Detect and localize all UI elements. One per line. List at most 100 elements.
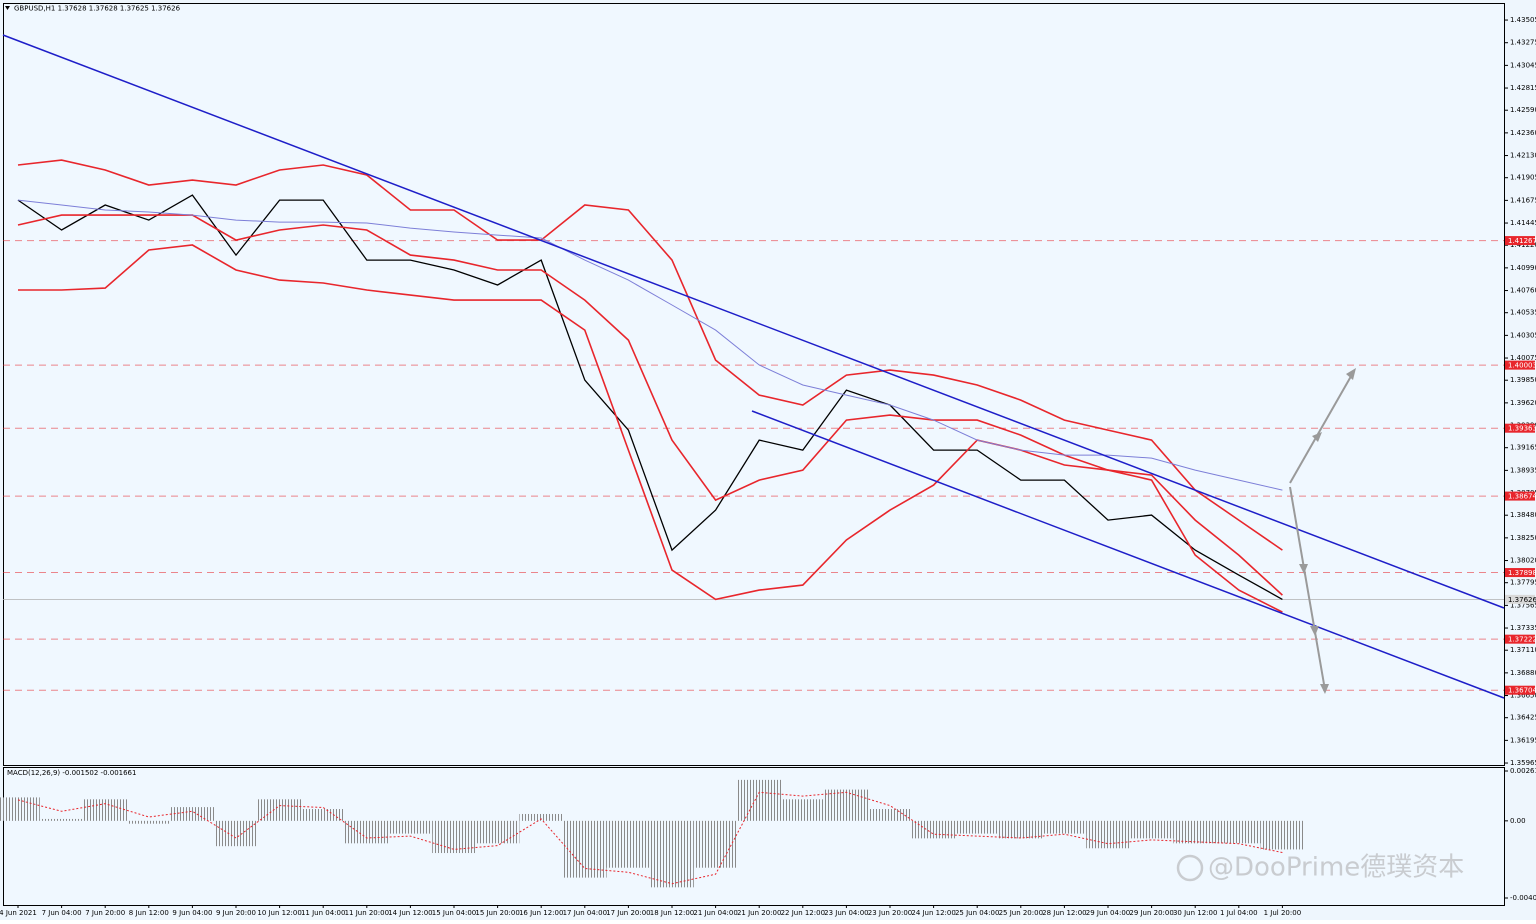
y-tick-label: 1.37565	[1510, 601, 1536, 609]
x-tick-label: 25 Jun 20:00	[999, 909, 1043, 917]
macd-bar	[257, 799, 302, 821]
arrowhead	[1299, 564, 1308, 574]
macd-bar	[606, 820, 651, 868]
macd-bar	[0, 797, 40, 821]
level-label: 1.38674	[1508, 493, 1536, 501]
y-tick-label: 1.40305	[1510, 331, 1536, 339]
indicator-line	[17, 159, 1283, 551]
level-label: 1.41267	[1508, 237, 1536, 245]
level-label-box	[1505, 360, 1535, 370]
x-tick-label: 17 Jun 20:00	[606, 909, 650, 917]
arrowhead	[1346, 368, 1356, 380]
y-tick-label: 1.38480	[1510, 511, 1536, 519]
y-tick-label: 1.43505	[1510, 16, 1536, 24]
macd-bar	[1086, 820, 1130, 849]
macd-bar	[737, 779, 781, 821]
level-label-box	[1505, 423, 1535, 433]
y-tick-label: 1.42360	[1510, 129, 1536, 137]
x-tick-label: 8 Jun 12:00	[129, 909, 169, 917]
x-tick-label: 22 Jun 12:00	[781, 909, 825, 917]
x-tick-label: 30 Jun 12:00	[1173, 909, 1217, 917]
current-price-box	[1505, 594, 1535, 604]
x-tick-label: 28 Jun 12:00	[1042, 909, 1086, 917]
level-label-box	[1505, 685, 1535, 695]
y-tick-label: 1.40075	[1510, 354, 1536, 362]
x-tick-label: 29 Jun 20:00	[1129, 909, 1173, 917]
macd-bar	[388, 820, 433, 834]
trendlines	[2, 34, 1505, 699]
macd-bar	[214, 820, 258, 847]
y-tick-label: 1.38020	[1510, 557, 1536, 565]
macd-bar	[650, 820, 694, 888]
macd-bar	[1217, 820, 1261, 844]
menu-icon[interactable]	[5, 6, 10, 10]
macd-bar	[345, 820, 389, 844]
channel-upper	[2, 34, 1505, 609]
y-tick-label: 1.41675	[1510, 196, 1536, 204]
x-tick-label: 11 Jun 20:00	[345, 909, 389, 917]
x-tick-label: 16 Jun 12:00	[519, 909, 563, 917]
y-tick-label: 1.36425	[1510, 714, 1536, 722]
x-tick-label: 23 Jun 04:00	[824, 909, 868, 917]
y-tick-label: 1.39165	[1510, 444, 1536, 452]
x-tick-label: 15 Jun 20:00	[475, 909, 519, 917]
level-label-box	[1505, 568, 1535, 578]
y-tick-label: 1.36650	[1510, 692, 1536, 700]
y-tick-label: 1.40535	[1510, 309, 1536, 317]
macd-bar	[475, 820, 520, 844]
x-tick-label: 17 Jun 04:00	[563, 909, 607, 917]
x-tick-label: 25 Jun 04:00	[955, 909, 999, 917]
x-tick-label: 9 Jun 04:00	[172, 909, 212, 917]
y-tick-label: 1.39850	[1510, 376, 1536, 384]
x-tick-label: 7 Jun 04:00	[42, 909, 82, 917]
level-label: 1.37222	[1508, 636, 1536, 644]
macd-bar	[39, 818, 84, 821]
x-tick-label: 23 Jun 20:00	[868, 909, 912, 917]
level-label-box	[1505, 236, 1535, 246]
arrowhead	[1312, 432, 1322, 442]
level-label: 1.40003	[1508, 362, 1536, 370]
macd-bar	[1042, 820, 1087, 834]
x-tick-label: 24 Jun 12:00	[911, 909, 955, 917]
symbol-header: GBPUSD,H1 1.37628 1.37628 1.37625 1.3762…	[14, 5, 181, 13]
y-tick-label: 1.42590	[1510, 106, 1536, 114]
y-tick-label: 1.41220	[1510, 241, 1536, 249]
x-tick-label: 1 Jul 04:00	[1220, 909, 1258, 917]
macd-bar	[955, 820, 999, 834]
macd-bar	[1129, 820, 1174, 839]
y-tick-label: 1.38250	[1510, 534, 1536, 542]
y-tick-label: 1.41445	[1510, 219, 1536, 227]
x-tick-label: 21 Jun 20:00	[737, 909, 781, 917]
watermark: @DooPrime德璞资本	[1208, 853, 1464, 883]
x-tick-label: 1 Jul 20:00	[1264, 909, 1302, 917]
macd-bar	[781, 799, 825, 821]
channel-lower	[751, 410, 1505, 699]
x-tick-label: 15 Jun 04:00	[432, 909, 476, 917]
arrow-down	[1289, 486, 1326, 691]
macd-header: MACD(12,26,9) -0.001502 -0.001661	[7, 769, 136, 777]
macd-bar	[911, 820, 956, 839]
macd-bar	[127, 820, 171, 824]
level-label-box	[1505, 491, 1535, 501]
macd-bar	[563, 820, 607, 878]
indicator-line	[17, 199, 1283, 491]
price-panel	[3, 3, 1505, 766]
arrowhead	[1320, 684, 1329, 694]
y-tick-label: 1.36880	[1510, 669, 1536, 677]
y-tick-label: 1.39620	[1510, 399, 1536, 407]
y-tick-label: 1.43275	[1510, 39, 1536, 47]
price-line	[17, 194, 1283, 600]
level-label: 1.37898	[1508, 569, 1536, 577]
indicator-line	[17, 214, 1283, 596]
signal-line	[17, 791, 1283, 885]
y-tick-label: 1.36195	[1510, 736, 1536, 744]
macd-bar	[1173, 820, 1217, 844]
y-tick-label: -0.00405	[1510, 894, 1536, 902]
watermark-logo	[1176, 854, 1204, 882]
y-tick-label: 1.43045	[1510, 61, 1536, 69]
macd-bar	[1260, 820, 1305, 850]
arrow-up	[1289, 370, 1355, 484]
macd-bar	[693, 820, 738, 868]
y-tick-label: 1.41905	[1510, 174, 1536, 182]
